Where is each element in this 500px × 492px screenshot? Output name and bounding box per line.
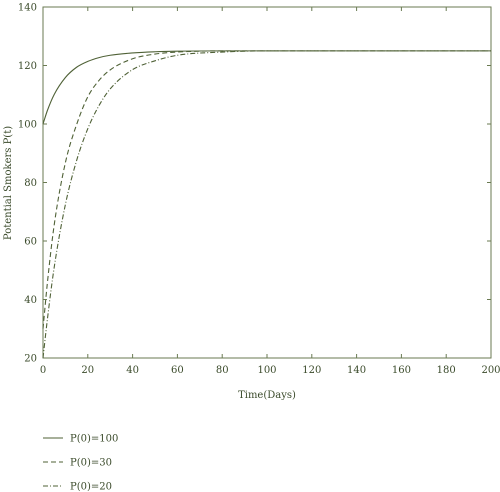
legend-label-p0-100: P(0)=100 <box>70 434 118 445</box>
x-tick-label: 80 <box>216 365 229 376</box>
legend-label-p0-30: P(0)=30 <box>70 458 112 469</box>
y-tick-label: 60 <box>24 237 37 248</box>
y-tick-label: 100 <box>18 120 37 131</box>
x-tick-label: 160 <box>392 365 411 376</box>
y-tick-label: 40 <box>24 295 37 306</box>
series-line-dashdot <box>42 50 491 359</box>
y-tick-label: 80 <box>24 178 37 189</box>
x-tick-label: 180 <box>437 365 456 376</box>
series-line-dashed <box>42 50 491 329</box>
legend: P(0)=100 P(0)=30 P(0)=20 <box>43 434 118 492</box>
series-lines <box>42 50 491 359</box>
y-tick-label: 140 <box>18 3 37 14</box>
y-tick-label: 120 <box>18 61 37 72</box>
tick-labels: 0 20 40 60 80 100 120 140 160 180 2002040608010012… <box>18 3 500 377</box>
x-axis-label: Time(Days) <box>238 390 296 401</box>
x-tick-label: 120 <box>302 365 321 376</box>
x-tick-label: 20 <box>81 365 94 376</box>
x-tick-label: 60 <box>171 365 184 376</box>
x-tick-label: 140 <box>347 365 366 376</box>
y-axis-label: Potential Smokers P(t) <box>3 126 14 240</box>
series-line-solid <box>42 50 491 125</box>
plot-frame <box>42 6 492 359</box>
ticks <box>42 6 492 359</box>
y-tick-label: 20 <box>24 354 37 365</box>
x-tick-label: 0 <box>40 365 46 376</box>
x-tick-label: 40 <box>126 365 139 376</box>
x-tick-label: 200 <box>481 365 500 376</box>
legend-label-p0-20: P(0)=20 <box>70 482 112 492</box>
x-tick-label: 100 <box>257 365 276 376</box>
